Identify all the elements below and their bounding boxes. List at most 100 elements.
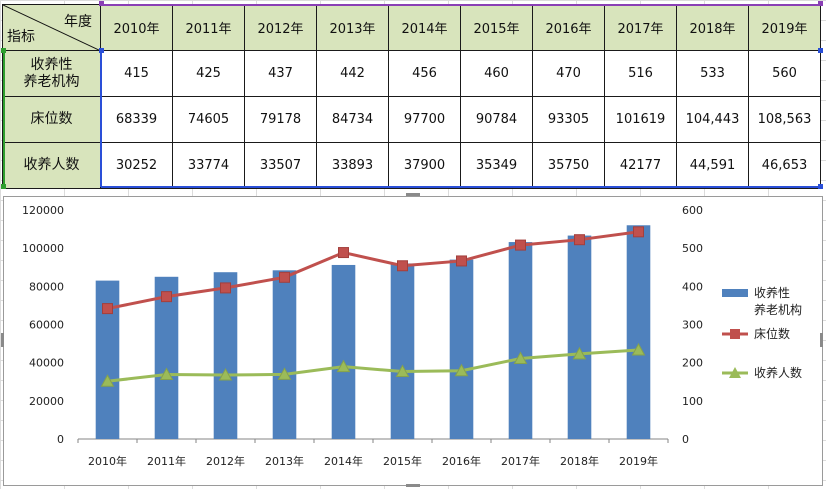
chart-resize-handle-bottom[interactable] <box>406 484 420 487</box>
residents-series-point <box>159 367 174 381</box>
beds-series-line <box>107 230 639 311</box>
data-cell[interactable]: 84734 <box>316 96 389 143</box>
row-header-residents[interactable]: 收养人数 <box>2 142 101 189</box>
data-cell[interactable]: 470 <box>532 50 605 97</box>
range-handle[interactable] <box>1 48 6 53</box>
data-cell[interactable]: 437 <box>244 50 317 97</box>
data-cell[interactable]: 79178 <box>244 96 317 143</box>
row-header-institutions[interactable]: 收养性 养老机构 <box>2 50 101 97</box>
bar <box>567 235 592 439</box>
year-header-cell[interactable]: 2018年 <box>676 4 749 51</box>
range-handle[interactable] <box>99 48 104 53</box>
data-cell[interactable]: 533 <box>676 50 749 97</box>
range-handle[interactable] <box>818 184 823 189</box>
beds-series-point <box>220 282 231 294</box>
combo-chart: 0 20000 40000 60000 80000 100000 120000 0 100 200… <box>22 204 802 468</box>
range-handle[interactable] <box>99 1 104 6</box>
header-row: 年度 指标 2010年 2011年 2012年 2013年 2014年 2015… <box>2 4 821 51</box>
data-cell[interactable]: 35349 <box>460 142 533 189</box>
data-cell[interactable]: 425 <box>172 50 245 97</box>
legend-label: 收养人数 <box>754 365 802 380</box>
data-cell[interactable]: 33893 <box>316 142 389 189</box>
x-tick-label: 2014年 <box>324 454 363 468</box>
corner-cell[interactable]: 年度 指标 <box>2 4 101 51</box>
bar <box>331 264 356 439</box>
row-header-beds[interactable]: 床位数 <box>2 96 101 143</box>
residents-series-point <box>277 367 292 380</box>
data-cell[interactable]: 415 <box>100 50 173 97</box>
y-right-tick-label: 100 <box>682 395 703 408</box>
chart-resize-handle-top[interactable] <box>406 193 420 196</box>
x-tick-label: 2015年 <box>383 454 422 468</box>
beds-series-point <box>397 260 408 272</box>
year-header-cell[interactable]: 2012年 <box>244 4 317 51</box>
data-cell[interactable]: 90784 <box>460 96 533 143</box>
y-right-tick-label: 200 <box>682 357 703 370</box>
data-cell[interactable]: 97700 <box>388 96 461 143</box>
range-handle[interactable] <box>818 48 823 53</box>
chart-resize-handle-left[interactable] <box>1 333 4 347</box>
residents-series-point <box>572 346 587 360</box>
residents-series-point <box>336 359 351 373</box>
bar <box>272 270 297 439</box>
beds-series-point <box>161 291 172 303</box>
y-right-tick-label: 500 <box>682 242 703 255</box>
data-cell[interactable]: 33507 <box>244 142 317 189</box>
bar <box>213 272 238 439</box>
data-cell[interactable]: 44,591 <box>676 142 749 189</box>
x-tick-label: 2018年 <box>560 454 599 468</box>
data-cell[interactable]: 108,563 <box>748 96 821 143</box>
range-highlight-purple <box>101 4 821 6</box>
y-left-tick-label: 40000 <box>29 357 64 370</box>
year-header-cell[interactable]: 2014年 <box>388 4 461 51</box>
x-tick-label: 2011年 <box>147 454 186 468</box>
year-header-cell[interactable]: 2016年 <box>532 4 605 51</box>
data-cell[interactable]: 104,443 <box>676 96 749 143</box>
y-left-tick-label: 20000 <box>29 395 64 408</box>
corner-indicator-label: 指标 <box>7 29 35 45</box>
data-cell[interactable]: 560 <box>748 50 821 97</box>
range-handle[interactable] <box>818 1 823 6</box>
range-highlight-green <box>3 51 5 187</box>
data-cell[interactable]: 35750 <box>532 142 605 189</box>
year-header-cell[interactable]: 2010年 <box>100 4 173 51</box>
data-cell[interactable]: 37900 <box>388 142 461 189</box>
bar <box>626 225 651 439</box>
data-cell[interactable]: 101619 <box>604 96 677 143</box>
table-row: 床位数 68339 74605 79178 84734 97700 90784 … <box>2 96 821 143</box>
row-header-line: 养老机构 <box>23 73 80 90</box>
data-table: 年度 指标 2010年 2011年 2012年 2013年 2014年 2015… <box>2 4 821 189</box>
bar <box>95 280 120 439</box>
data-cell[interactable]: 456 <box>388 50 461 97</box>
beds-series-point <box>633 226 644 238</box>
bar <box>390 263 415 439</box>
legend-label: 养老机构 <box>754 302 802 317</box>
data-cell[interactable]: 42177 <box>604 142 677 189</box>
y-right-tick-label: 600 <box>682 204 703 217</box>
year-header-cell[interactable]: 2017年 <box>604 4 677 51</box>
data-cell[interactable]: 46,653 <box>748 142 821 189</box>
beds-series-point <box>515 239 526 251</box>
data-cell[interactable]: 30252 <box>100 142 173 189</box>
data-cell[interactable]: 93305 <box>532 96 605 143</box>
chart-resize-handle-right[interactable] <box>820 333 823 347</box>
x-tick-label: 2016年 <box>442 454 481 468</box>
year-header-cell[interactable]: 2015年 <box>460 4 533 51</box>
year-header-cell[interactable]: 2019年 <box>748 4 821 51</box>
residents-series-point <box>218 368 233 381</box>
data-cell[interactable]: 33774 <box>172 142 245 189</box>
y-right-tick-label: 0 <box>682 433 689 446</box>
range-handle[interactable] <box>1 184 6 189</box>
x-tick-label: 2019年 <box>619 454 658 468</box>
residents-series-point <box>100 374 115 387</box>
data-cell[interactable]: 460 <box>460 50 533 97</box>
y-right-tick-label: 400 <box>682 280 703 293</box>
data-cell[interactable]: 516 <box>604 50 677 97</box>
data-cell[interactable]: 442 <box>316 50 389 97</box>
beds-series-point <box>102 303 113 315</box>
year-header-cell[interactable]: 2011年 <box>172 4 245 51</box>
data-cell[interactable]: 68339 <box>100 96 173 143</box>
chart-area[interactable]: 0 20000 40000 60000 80000 100000 120000 0 100 200… <box>3 196 823 486</box>
data-cell[interactable]: 74605 <box>172 96 245 143</box>
year-header-cell[interactable]: 2013年 <box>316 4 389 51</box>
